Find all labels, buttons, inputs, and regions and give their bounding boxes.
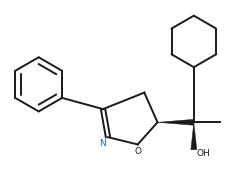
Text: N: N xyxy=(99,139,105,148)
Text: OH: OH xyxy=(196,149,210,158)
Polygon shape xyxy=(158,119,194,125)
Polygon shape xyxy=(191,122,197,150)
Text: O: O xyxy=(134,147,141,156)
